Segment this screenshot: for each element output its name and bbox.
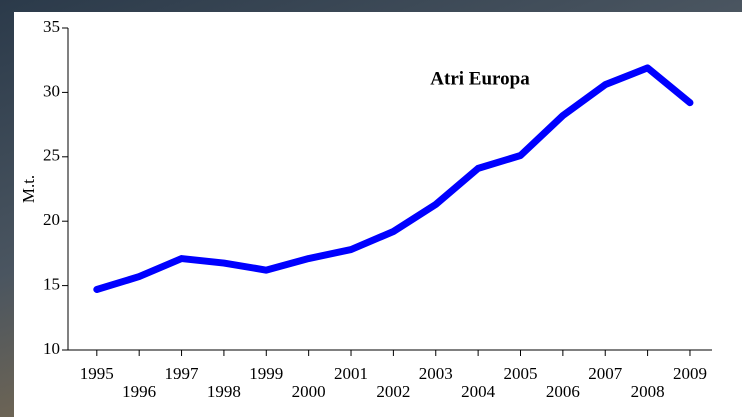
y-tick-label: 25 [43,146,60,165]
x-tick-label: 1998 [207,382,241,401]
x-tick-label: 2005 [503,364,537,383]
x-tick-label: 2007 [588,364,623,383]
annotation: Atri Europa [430,68,530,89]
x-tick-label: 1995 [80,364,114,383]
y-tick-label: 35 [43,17,60,36]
x-tick-label: 2004 [461,382,496,401]
x-tick-label: 1999 [249,364,283,383]
y-tick-label: 30 [43,81,60,100]
x-tick-label: 1997 [165,364,200,383]
x-tick-label: 2003 [419,364,453,383]
x-tick-label: 2009 [673,364,707,383]
x-tick-label: 2008 [631,382,665,401]
y-tick-label: 10 [43,339,60,358]
x-tick-label: 2000 [292,382,326,401]
x-tick-label: 1996 [122,382,156,401]
y-tick-label: 15 [43,275,60,294]
data-line [93,64,694,293]
x-tick-label: 2002 [376,382,410,401]
x-tick-label: 2001 [334,364,368,383]
y-axis-label: M.t. [19,175,38,203]
y-tick-label: 20 [43,210,60,229]
x-tick-label: 2006 [546,382,580,401]
